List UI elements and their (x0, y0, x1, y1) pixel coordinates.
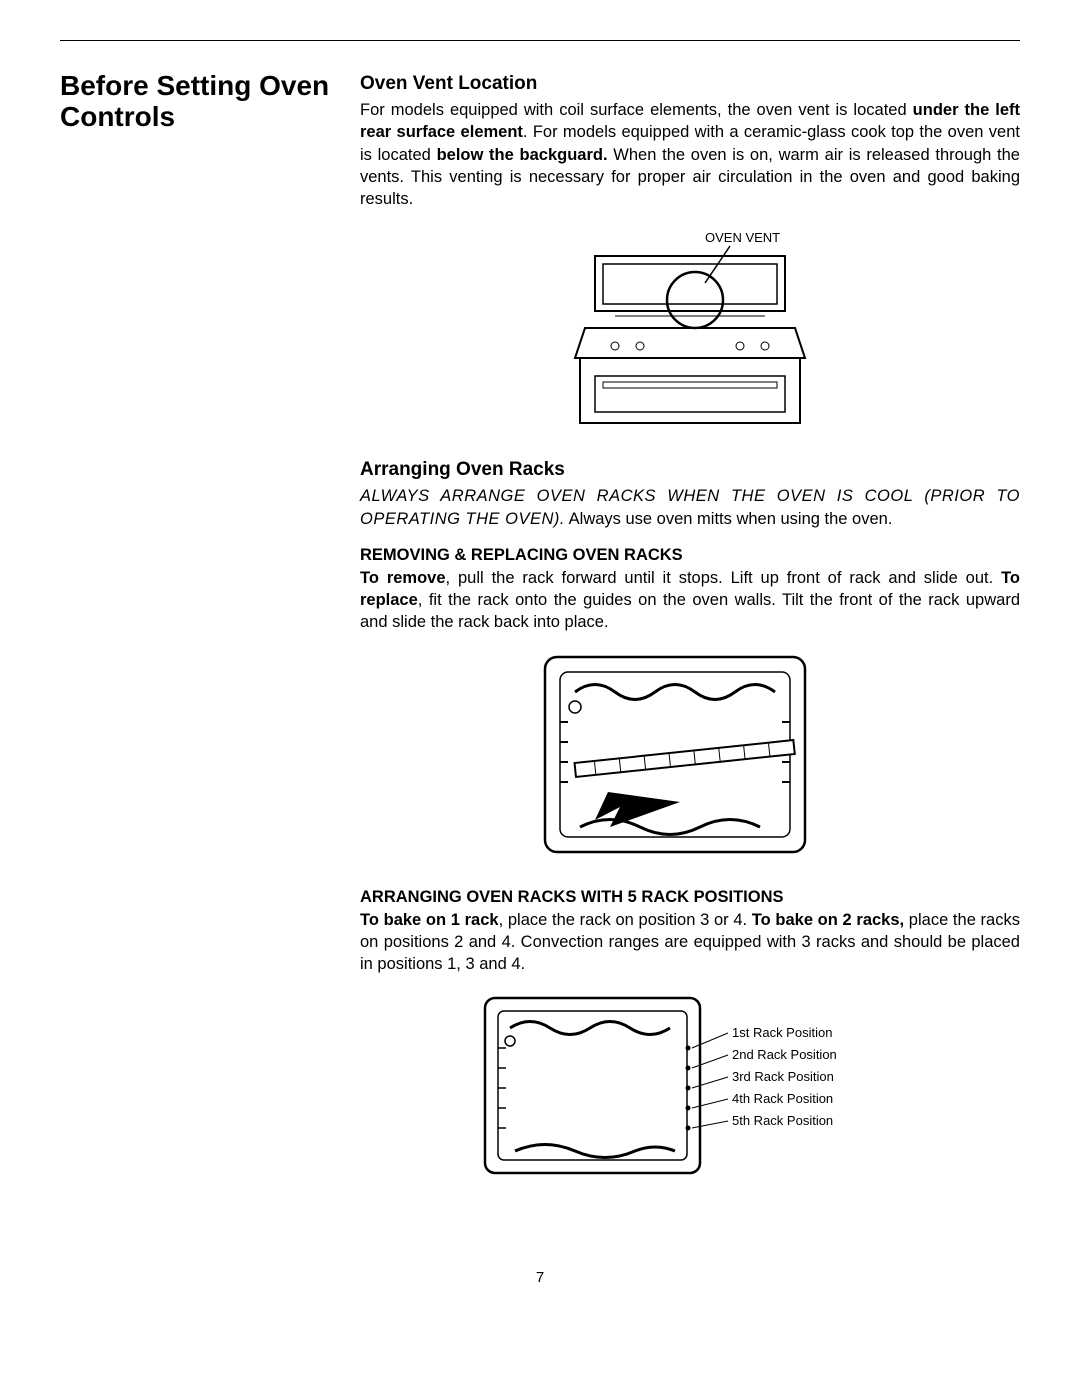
oven-vent-label: OVEN VENT (705, 230, 780, 245)
rack-label-1: 1st Rack Position (732, 1025, 832, 1040)
text: For models equipped with coil surface el… (360, 101, 913, 119)
bold-text: below the backguard. (437, 146, 608, 164)
heading-oven-vent: Oven Vent Location (360, 73, 1020, 95)
subhead-5positions: ARRANGING OVEN RACKS WITH 5 RACK POSITIO… (360, 888, 1020, 907)
main-title: Before Setting Oven Controls (60, 71, 330, 133)
figure-oven-vent: OVEN VENT (360, 228, 1020, 433)
top-rule (60, 40, 1020, 41)
text: , pull the rack forward until it stops. … (446, 569, 1002, 587)
section-oven-vent: Oven Vent Location For models equipped w… (360, 73, 1020, 433)
page-columns: Before Setting Oven Controls Oven Vent L… (60, 71, 1020, 1209)
subhead-removing: REMOVING & REPLACING OVEN RACKS (360, 546, 1020, 565)
rack-remove-diagram (540, 652, 840, 862)
rack-label-4: 4th Rack Position (732, 1091, 833, 1106)
oven-vent-diagram: OVEN VENT (555, 228, 825, 433)
rack-label-3: 3rd Rack Position (732, 1069, 834, 1084)
p-oven-vent: For models equipped with coil surface el… (360, 99, 1020, 210)
rack-label-2: 2nd Rack Position (732, 1047, 837, 1062)
left-column: Before Setting Oven Controls (60, 71, 330, 1209)
p-5positions: To bake on 1 rack, place the rack on pos… (360, 909, 1020, 976)
section-arranging-racks: Arranging Oven Racks ALWAYS ARRANGE OVEN… (360, 459, 1020, 1183)
rack-label-5: 5th Rack Position (732, 1113, 833, 1128)
figure-rack-remove (360, 652, 1020, 862)
right-column: Oven Vent Location For models equipped w… (360, 71, 1020, 1209)
bold-text: To bake on 2 racks, (752, 911, 904, 929)
heading-arranging: Arranging Oven Racks (360, 459, 1020, 481)
p-arranging-lead: ALWAYS ARRANGE OVEN RACKS WHEN THE OVEN … (360, 485, 1020, 530)
page-number: 7 (60, 1269, 1020, 1286)
p-removing: To remove, pull the rack forward until i… (360, 567, 1020, 634)
rack-positions-diagram: 1st Rack Position 2nd Rack Position 3rd … (480, 993, 900, 1183)
text: , place the rack on position 3 or 4. (499, 911, 752, 929)
figure-rack-positions: 1st Rack Position 2nd Rack Position 3rd … (360, 993, 1020, 1183)
text: Always use oven mitts when using the ove… (565, 510, 892, 528)
bold-text: To remove (360, 569, 446, 587)
text: , fit the rack onto the guides on the ov… (360, 591, 1020, 631)
bold-text: To bake on 1 rack (360, 911, 499, 929)
